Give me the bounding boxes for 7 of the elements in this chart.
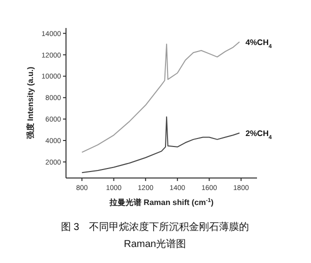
line-series: [81, 116, 240, 174]
x-axis-title: 拉曼光谱 Raman shift (cm$^{-1}$): [108, 198, 214, 207]
y-axis-title: 强度 Intensity (a.u.): [25, 66, 35, 140]
line-series: [81, 41, 240, 153]
text: 图 3 不同甲烷浓度下所沉积金刚石薄膜的 Raman光谱图: [60, 221, 250, 250]
series-label: 2%CH$_{4}$: [245, 129, 273, 141]
series-label: 4%CH$_{4}$: [245, 38, 273, 50]
